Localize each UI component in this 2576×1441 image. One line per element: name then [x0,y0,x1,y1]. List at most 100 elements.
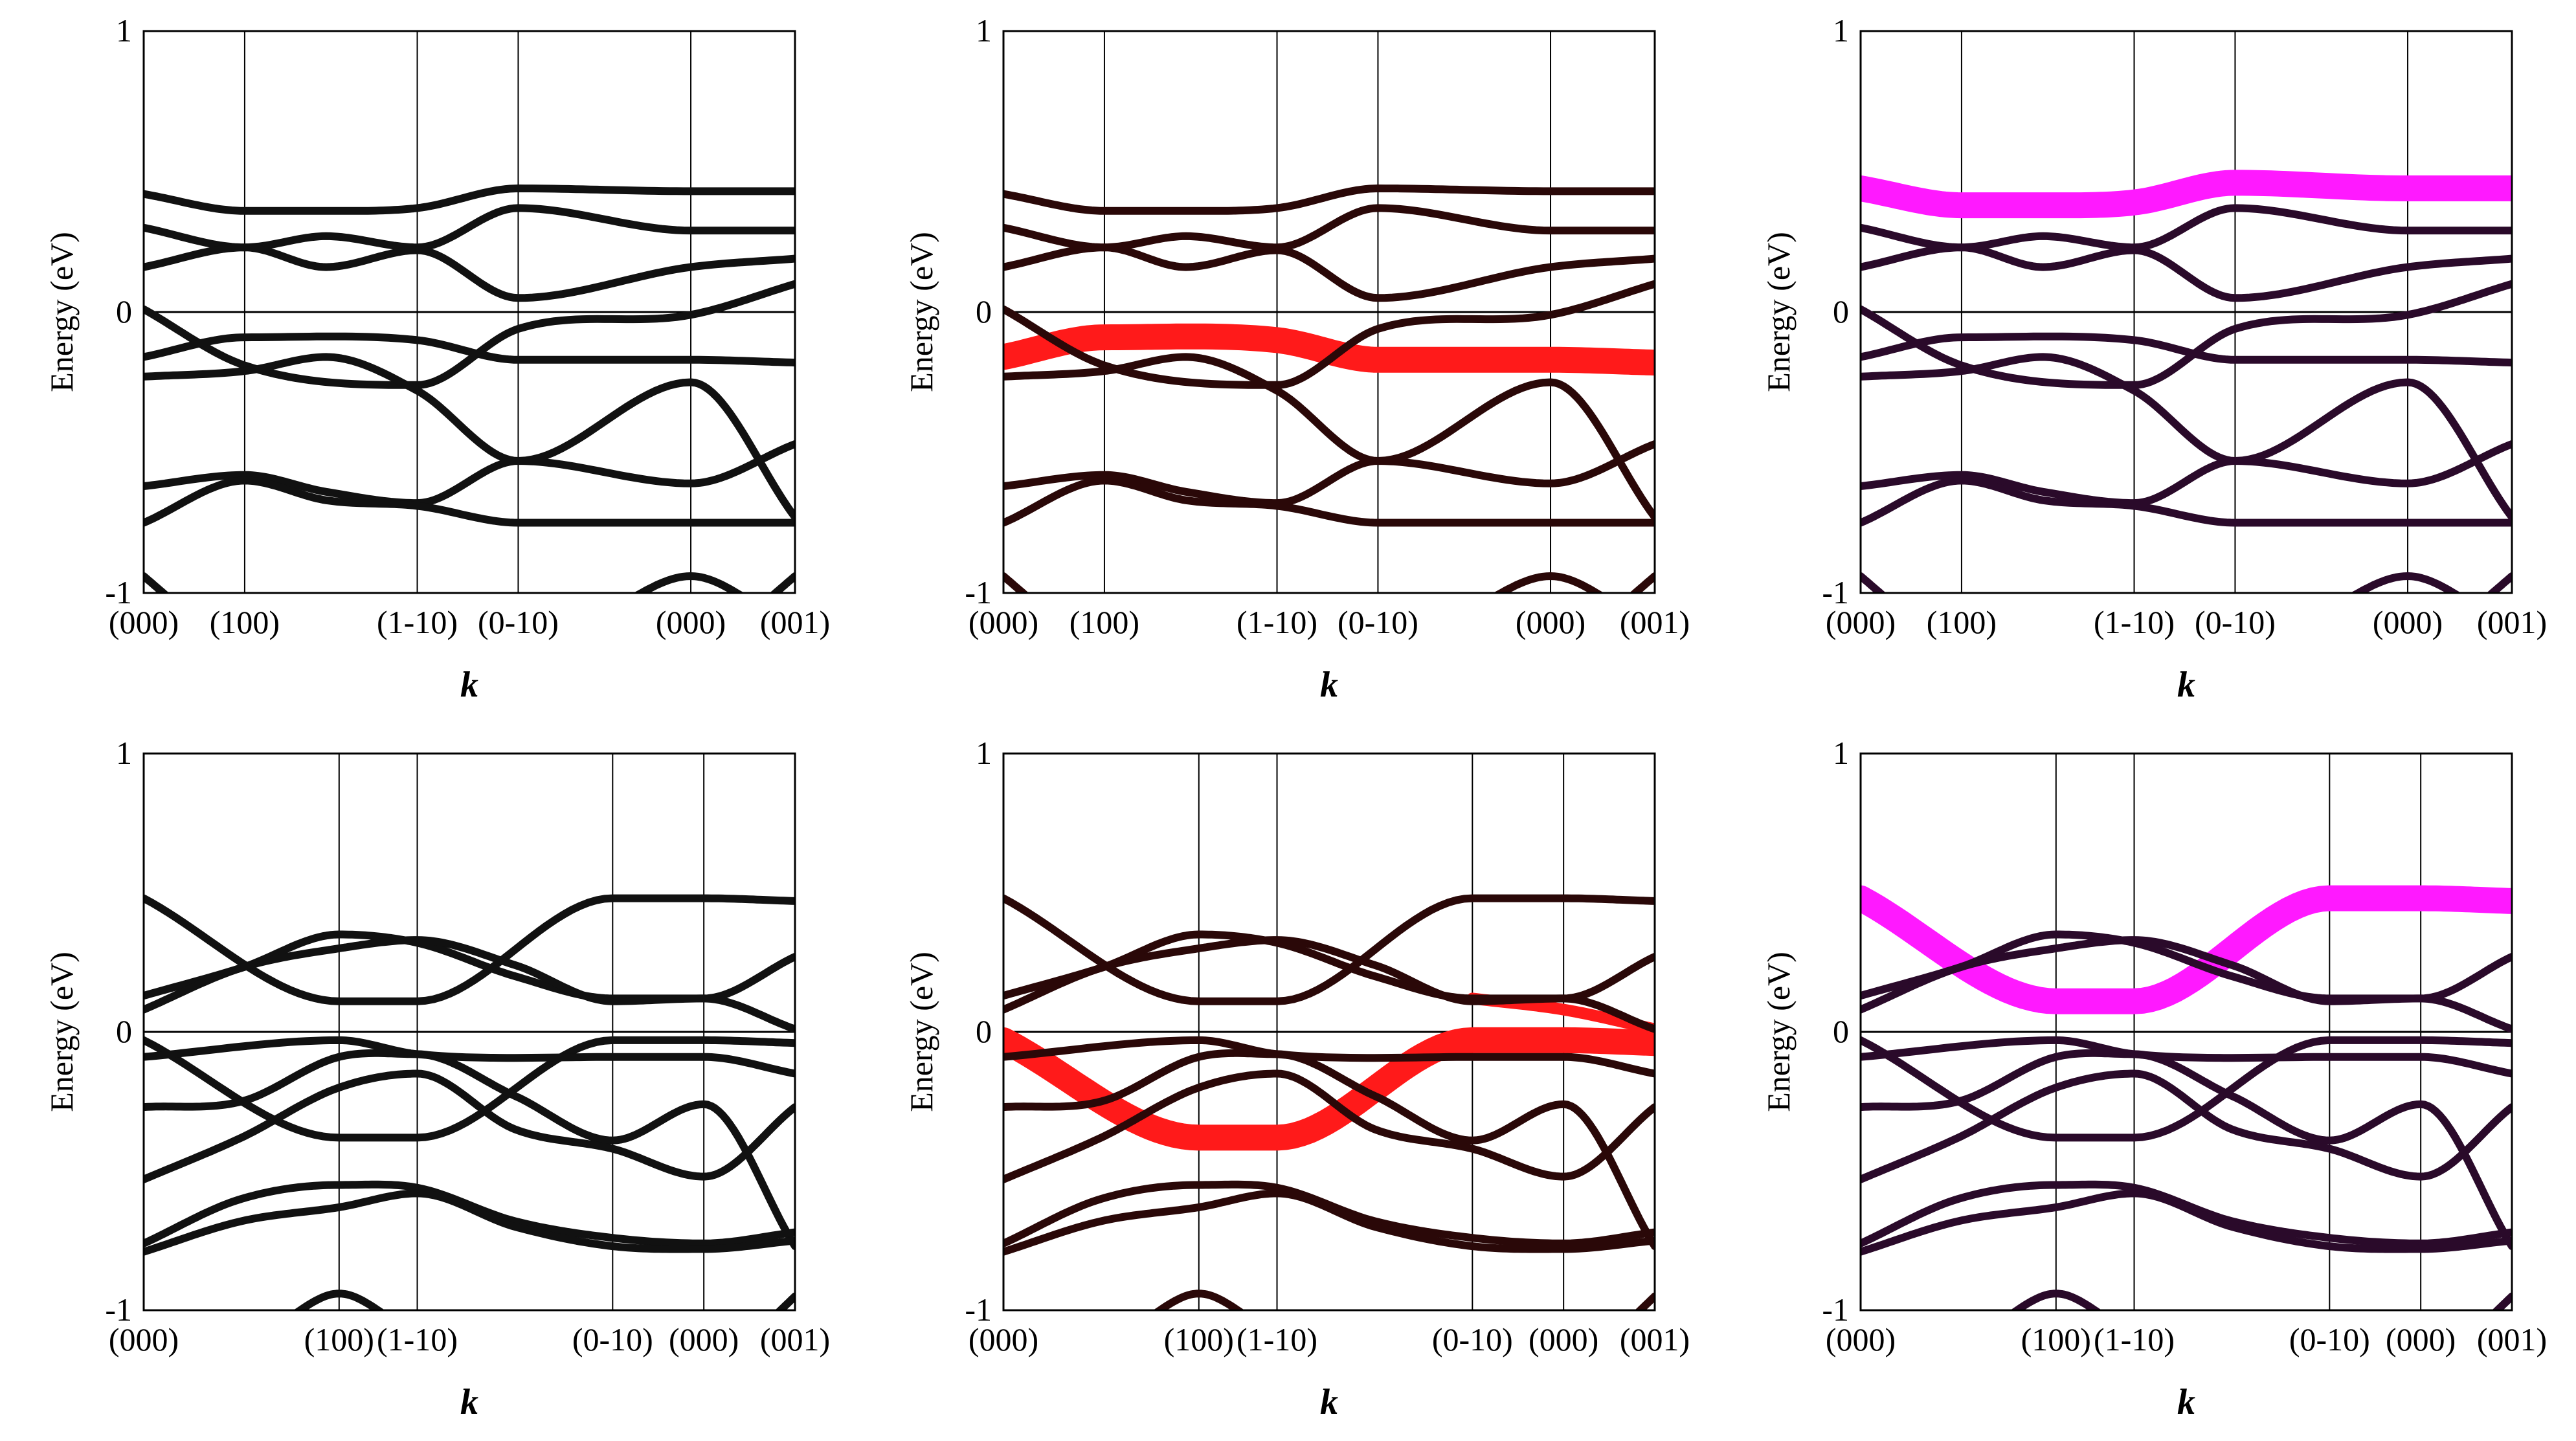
band-line [144,894,795,1005]
kpoint-label: (000) [1826,604,1896,640]
y-tick-label: 0 [1833,293,1849,330]
band-line [144,1069,795,1183]
band-line [1861,1036,2512,1142]
band-line [1003,1049,1655,1251]
kpoint-label: (000) [1826,1321,1896,1357]
band-line [1861,332,2512,367]
band-line [144,1036,795,1142]
y-tick-label: 1 [1833,735,1849,771]
y-tick-label: 0 [1833,1013,1849,1049]
kpoint-label: (0-10) [478,604,559,640]
kpoint-label: (100) [1164,1321,1234,1357]
kpoint-label: (1-10) [377,604,458,640]
bands-layer [144,894,795,1310]
band-line [775,1292,795,1310]
plot-frame [142,752,796,1312]
kpoint-label: (1-10) [2094,604,2175,640]
band-line [2350,572,2461,593]
band-line [1003,936,1655,1033]
kpoint-label: (1-10) [1237,604,1317,640]
kpoint-label: (100) [210,604,280,640]
band-line [1003,1189,1655,1256]
panel-top-right: 1 0 -1 Energy (eV) (000) (100) (1-10) (0-10) (00… [1760,12,2547,705]
kpoint-label: (100) [304,1321,374,1357]
band-line [2010,1290,2102,1310]
plot-frame [1859,30,2513,594]
weighted-band [1861,885,2512,1014]
band-line [1861,1069,2512,1183]
plot-frame [1859,752,2513,1312]
kpoint-label: (000) [2386,1321,2456,1357]
band-line [144,280,795,389]
y-tick-label: -1 [105,574,132,610]
band-line [144,184,795,215]
band-line [1861,572,1887,593]
kpoint-label: (001) [760,1321,830,1357]
y-tick-label: 0 [976,293,992,330]
band-line [1861,1180,2512,1247]
kpoint-label: (001) [760,604,830,640]
weighted-band [1003,1027,1655,1151]
y-tick-label: 0 [116,293,132,330]
y-tick-label: 1 [1833,12,1849,49]
band-line [1153,1290,1245,1310]
kpoint-label: (000) [109,1321,179,1357]
kpoint-label: (000) [109,604,179,640]
y-tick-label: -1 [965,574,992,610]
x-axis-label: k [460,1382,478,1422]
bands-layer [1861,885,2512,1310]
plot-frame [1002,752,1656,1312]
y-tick-label: 0 [116,1013,132,1049]
bands-layer [1003,894,1655,1310]
kpoint-label: (000) [1516,604,1585,640]
y-tick-label: -1 [1822,1291,1849,1328]
band-line [633,572,745,593]
band-line [144,1189,795,1256]
kpoint-label: (100) [1070,604,1139,640]
band-line [1629,572,1655,593]
y-axis-label: Energy (eV) [903,232,939,392]
band-line [1003,1180,1655,1247]
band-line [1003,1036,1655,1078]
band-line [1861,353,2512,521]
kpoint-label: (0-10) [2195,604,2276,640]
band-line [2486,572,2512,593]
band-line [1003,280,1655,389]
x-axis-label: k [460,665,478,705]
band-line [293,1290,385,1310]
kpoint-label: (000) [1529,1321,1598,1357]
kpoint-label: (0-10) [1432,1321,1513,1357]
band-line [144,243,795,302]
band-line [1861,1036,2512,1078]
band-line [1861,280,2512,389]
bands-layer [1861,170,2512,593]
kpoint-label: (001) [1620,1321,1690,1357]
y-tick-label: -1 [965,1291,992,1328]
band-line [1861,936,2512,1033]
band-line [1861,440,2512,508]
kpoint-label: (000) [969,1321,1038,1357]
band-line [1003,1069,1655,1183]
kpoint-label: (000) [669,1321,739,1357]
band-line [1493,572,1604,593]
x-axis-label: k [2177,1382,2195,1422]
y-tick-label: 1 [976,12,992,49]
band-line [1635,1292,1655,1310]
band-line [1003,353,1655,521]
kpoint-label: (1-10) [2094,1321,2175,1357]
kpoint-label: (100) [2021,1321,2091,1357]
kpoint-label: (000) [969,604,1038,640]
panel-top-middle: 1 0 -1 Energy (eV) (000) (100) (1-10) (0-10) (00… [903,12,1690,705]
band-line [144,936,795,1033]
y-axis-label: Energy (eV) [43,952,80,1112]
band-line [1861,476,2512,527]
weighted-band [1861,170,2512,219]
kpoint-label: (1-10) [377,1321,458,1357]
kpoint-label: (001) [2477,604,2547,640]
bands-layer [144,184,795,593]
plot-frame [1002,30,1656,594]
y-tick-label: 1 [116,12,132,49]
panel-bottom-left: 1 0 -1 Energy (eV) (000) (100) (1-10) (0-10) (00… [43,735,830,1422]
kpoint-label: (0-10) [1338,604,1418,640]
